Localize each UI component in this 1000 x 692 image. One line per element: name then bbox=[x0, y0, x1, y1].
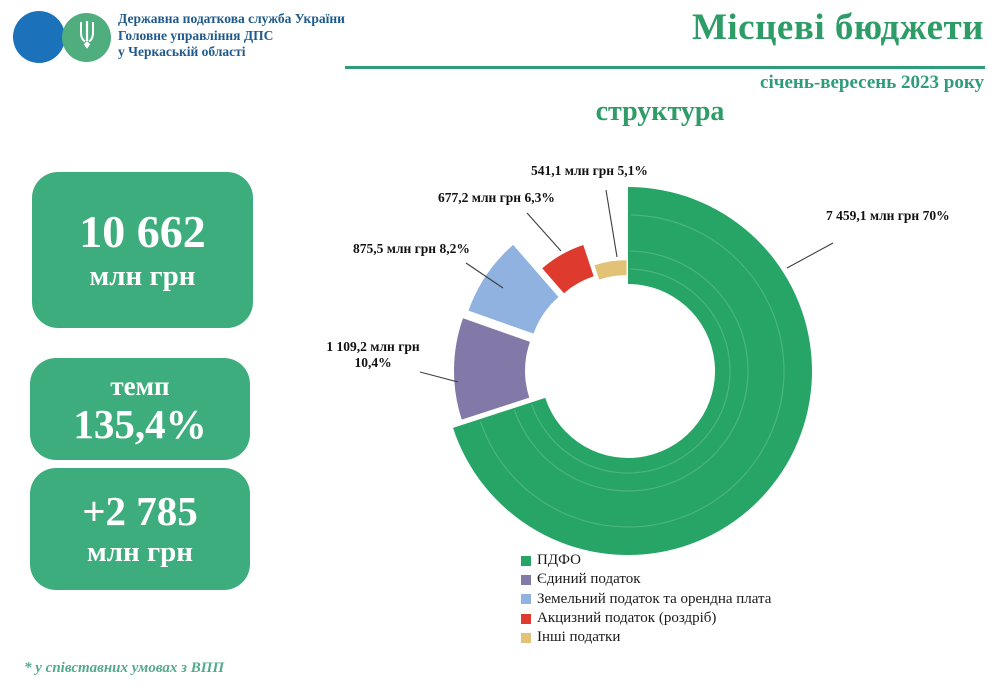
label-leader-line bbox=[605, 189, 618, 258]
legend-label: Інші податки bbox=[537, 629, 621, 646]
org-name-line3: у Черкаській області bbox=[118, 44, 246, 59]
kpi-tempo-box: темп 135,4% bbox=[30, 358, 250, 460]
logo-blue-circle bbox=[13, 11, 65, 63]
donut-slice-4 bbox=[542, 244, 594, 294]
legend-item: Єдиний податок bbox=[521, 570, 771, 589]
label-leader-line bbox=[786, 242, 834, 269]
kpi-tempo-value: 135,4% bbox=[73, 401, 207, 447]
kpi-growth-unit: млн грн bbox=[87, 536, 193, 568]
legend-item: Земельний податок та орендна плата bbox=[521, 590, 771, 609]
kpi-total-unit: млн грн bbox=[89, 260, 196, 292]
section-title: структура bbox=[595, 96, 725, 127]
period-subtitle: січень-вересень 2023 року bbox=[760, 72, 984, 93]
legend-item: ПДФО bbox=[521, 551, 771, 570]
kpi-growth-box: +2 785 млн грн bbox=[30, 468, 250, 590]
legend-label: Земельний податок та орендна плата bbox=[537, 590, 772, 607]
legend-label: Єдиний податок bbox=[537, 571, 641, 588]
logo-green-circle bbox=[62, 13, 111, 62]
donut-slice-2 bbox=[454, 318, 530, 420]
donut-slice-1 bbox=[453, 187, 812, 555]
slice-data-label: 7 459,1 млн грн 70% bbox=[826, 208, 950, 223]
legend-swatch-icon bbox=[521, 613, 531, 624]
label-leader-line bbox=[526, 212, 562, 252]
org-name-line1: Державна податкова служба України bbox=[118, 11, 345, 26]
org-name-line2: Головне управління ДПС bbox=[118, 27, 274, 43]
legend-item: Акцизний податок (роздріб) bbox=[521, 609, 771, 628]
ring-separator-arc bbox=[530, 268, 731, 474]
kpi-total-box: 10 662 млн грн bbox=[32, 172, 253, 328]
donut-slice-5 bbox=[594, 260, 627, 280]
legend-swatch-icon bbox=[521, 574, 531, 585]
title-divider bbox=[345, 66, 985, 69]
slice-data-label: 541,1 млн грн 5,1% bbox=[531, 163, 648, 178]
legend-swatch-icon bbox=[521, 594, 531, 605]
kpi-total-value: 10 662 bbox=[79, 206, 206, 257]
chart-legend: ПДФО Єдиний податок Земельний податок та о… bbox=[521, 551, 771, 647]
footnote: * у співставних умовах з ВПП bbox=[24, 660, 225, 676]
legend-label: ПДФО bbox=[537, 552, 581, 569]
label-leader-line bbox=[465, 262, 504, 289]
page-title: Місцеві бюджети bbox=[691, 7, 984, 48]
org-name: Державна податкова служба України Головн… bbox=[118, 11, 345, 61]
kpi-growth-value: +2 785 bbox=[82, 488, 198, 534]
ring-separator-arc bbox=[513, 250, 749, 492]
kpi-tempo-label: темп bbox=[110, 371, 170, 401]
legend-item: Інші податки bbox=[521, 628, 771, 647]
legend-label: Акцизний податок (роздріб) bbox=[537, 610, 717, 627]
trident-emblem-icon bbox=[75, 19, 99, 56]
legend-swatch-icon bbox=[521, 632, 531, 643]
slice-data-label: 875,5 млн грн 8,2% bbox=[353, 241, 470, 256]
label-leader-line bbox=[419, 371, 459, 383]
donut-slice-3 bbox=[468, 244, 559, 334]
legend-swatch-icon bbox=[521, 555, 531, 566]
ring-separator-arc bbox=[479, 214, 785, 528]
slice-data-label: 677,2 млн грн 6,3% bbox=[438, 190, 555, 205]
slice-data-label: 1 109,2 млн грн 10,4% bbox=[326, 339, 420, 370]
